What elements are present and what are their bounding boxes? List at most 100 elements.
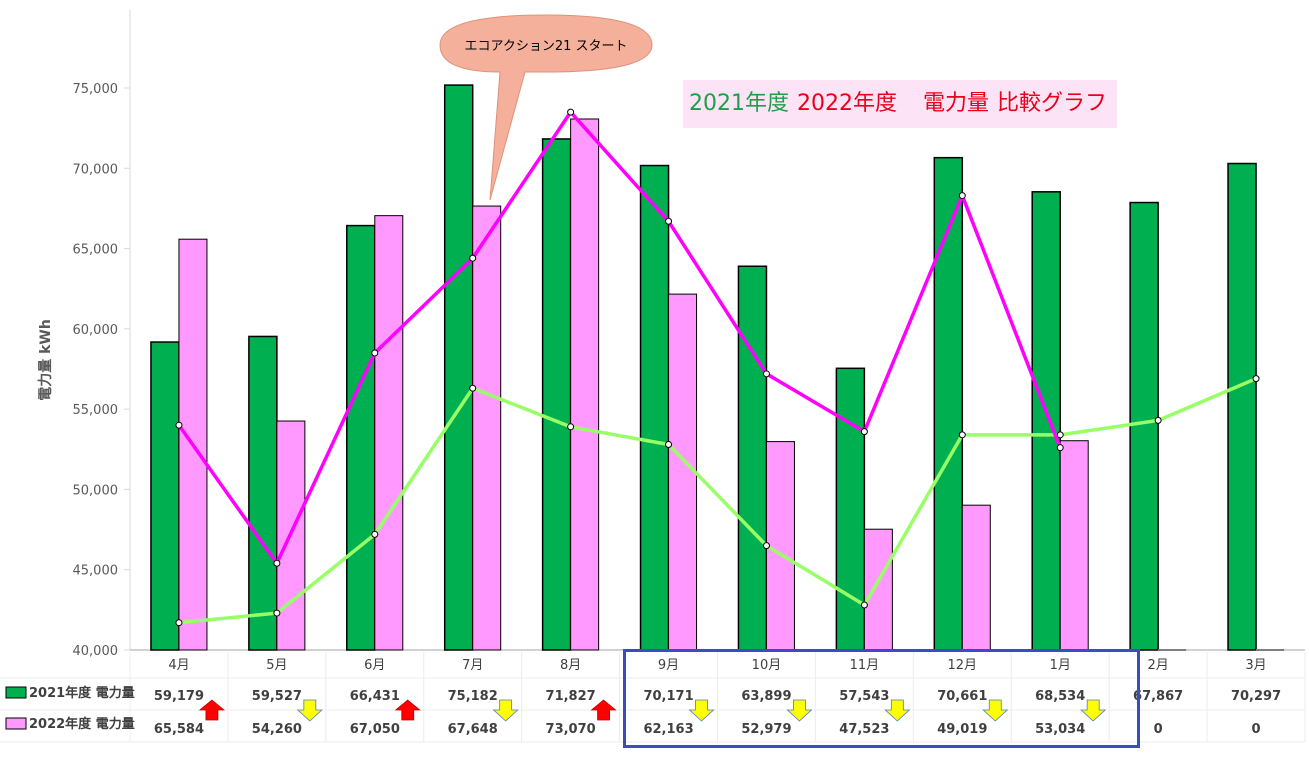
y-tick-label: 50,000 (73, 483, 119, 498)
line-magenta-marker (1056, 444, 1064, 452)
value-2022: 65,584 (154, 722, 204, 737)
legend-swatch-2021 (5, 686, 27, 699)
month-label: 5月 (266, 658, 287, 673)
bar-2022 (863, 528, 893, 651)
y-axis-label: 電力量 kWh (37, 319, 54, 401)
line-light-green-marker (175, 619, 183, 627)
y-tick-label: 70,000 (73, 162, 119, 177)
arrow-up-icon (590, 699, 617, 721)
month-label: 7月 (462, 658, 483, 673)
legend-swatch-2022 (5, 717, 27, 730)
month-label: 4月 (168, 658, 189, 673)
y-tick-label: 45,000 (73, 564, 119, 579)
value-2021: 59,527 (252, 689, 302, 704)
bar-2021 (835, 367, 866, 651)
bar-2021 (639, 164, 670, 651)
arrow-down-icon (296, 699, 323, 722)
line-magenta (177, 109, 1062, 567)
month-label: 10月 (752, 658, 782, 673)
line-magenta-marker (567, 108, 575, 116)
line-light-green-marker (958, 431, 966, 439)
line-light-green-marker (1252, 375, 1260, 383)
value-2022: 67,648 (448, 722, 498, 737)
bar-2021 (346, 224, 376, 651)
arrow-down-icon (884, 699, 911, 722)
callout: エコアクション21 スタート (439, 14, 653, 201)
value-2021: 66,431 (350, 689, 400, 704)
y-tick-label: 40,000 (73, 644, 119, 659)
line-light-green-marker (860, 601, 868, 609)
callout-text: エコアクション21 スタート (464, 39, 627, 54)
arrow-up-icon (198, 699, 226, 721)
line-magenta-marker (665, 217, 673, 225)
bar-2022 (570, 118, 600, 651)
arrow-down-icon (786, 699, 813, 722)
value-2021: 68,534 (1035, 689, 1085, 704)
line-magenta-marker (371, 349, 379, 357)
value-2022: 53,034 (1035, 722, 1085, 737)
title-year-2021: 2021年度 (689, 91, 789, 116)
value-2022: 67,050 (350, 722, 400, 737)
lines-layer (175, 108, 1260, 627)
value-2022: 47,523 (839, 722, 889, 737)
title-electricity: 電力量 (923, 91, 990, 116)
month-label: 2月 (1147, 658, 1168, 673)
value-2022: 54,260 (252, 722, 302, 737)
bar-2022 (374, 215, 404, 651)
line-light-green-marker (762, 542, 770, 550)
line-magenta-marker (175, 421, 183, 429)
value-2022: 49,019 (937, 722, 987, 737)
line-magenta-marker (860, 428, 868, 436)
value-2021: 70,171 (643, 689, 693, 704)
title-year-2022: 2022年度 (797, 91, 897, 116)
bar-2021 (1031, 191, 1061, 651)
arrow-down-icon (982, 699, 1009, 722)
line-magenta-marker (469, 254, 477, 262)
bars-layer (150, 84, 1285, 651)
line-magenta-marker (762, 370, 770, 378)
month-label: 3月 (1245, 658, 1266, 673)
bar-2022 (1059, 440, 1089, 651)
line-light-green-marker (1056, 431, 1064, 439)
value-2021: 70,297 (1231, 689, 1281, 704)
title-comparison: 比較グラフ (997, 91, 1108, 116)
month-label: 6月 (364, 658, 385, 673)
line-light-green-marker (665, 440, 673, 448)
bar-2021 (933, 156, 964, 651)
value-2021: 70,661 (937, 689, 987, 704)
data-table: 4月 5月 6月 7月 8月 9月 10月 11月 12月 1月 2月 3月 59,179 59,527 6… (0, 652, 1306, 743)
callout-bubble (439, 14, 653, 201)
y-tick-label: 60,000 (73, 323, 119, 338)
value-2022: 62,163 (643, 722, 693, 737)
month-label: 8月 (560, 658, 581, 673)
bar-2021 (737, 265, 768, 651)
y-tick-label: 55,000 (73, 403, 119, 418)
bar-2022 (472, 205, 502, 651)
arrow-down-icon (688, 699, 715, 722)
bar-2021 (1129, 201, 1159, 651)
month-label: 12月 (948, 658, 978, 673)
value-2021: 71,827 (546, 689, 596, 704)
bar-2021 (443, 84, 474, 651)
arrow-up-icon (394, 699, 421, 721)
line-light-green-marker (469, 384, 477, 392)
line-light-green-marker (1154, 416, 1162, 424)
bar-2021 (541, 138, 572, 651)
bar-2022 (961, 504, 991, 651)
arrow-down-icon (492, 699, 519, 722)
month-label: 11月 (850, 658, 880, 673)
y-tick-label: 75,000 (73, 82, 119, 97)
month-label: 1月 (1050, 658, 1071, 673)
line-light-green-marker (567, 423, 575, 431)
value-2021: 59,179 (154, 689, 204, 704)
legend-label-2021: 2021年度 電力量 (29, 685, 135, 701)
bar-2022 (765, 441, 795, 651)
value-2022: 0 (1154, 722, 1163, 737)
value-2021: 67,867 (1133, 689, 1183, 704)
chart-title: 2021年度 2022年度 電力量 比較グラフ (683, 80, 1117, 128)
bar-2021 (1227, 162, 1257, 651)
arrow-down-icon (1080, 699, 1107, 722)
value-2021: 63,899 (741, 689, 791, 704)
value-2022: 73,070 (546, 722, 596, 737)
line-magenta-marker (273, 559, 281, 567)
